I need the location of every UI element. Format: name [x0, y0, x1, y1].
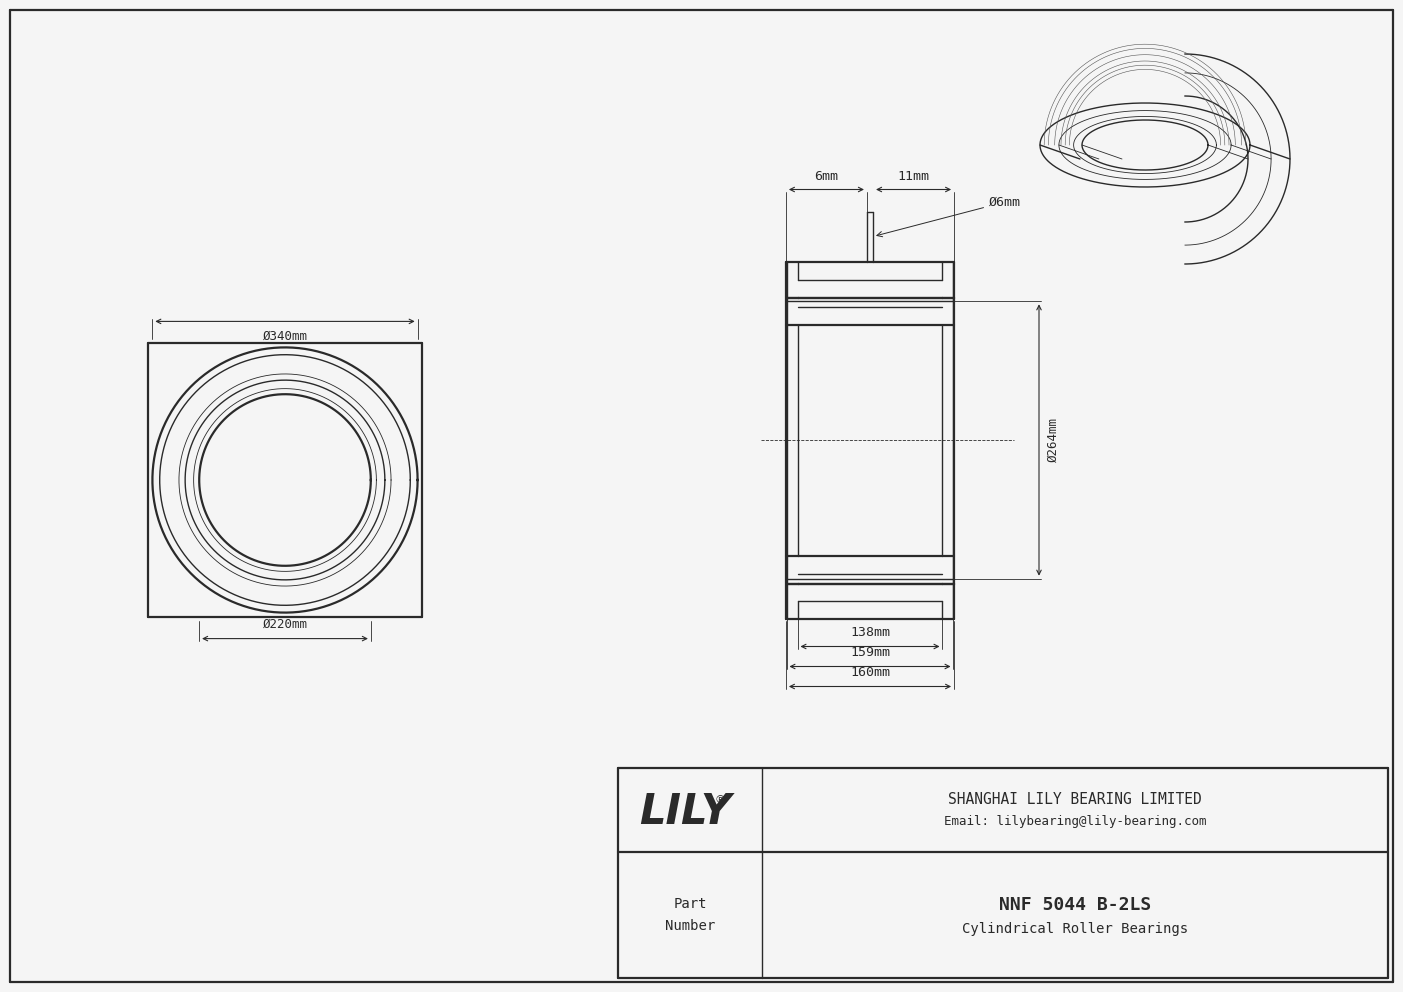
- Text: Part
Number: Part Number: [665, 897, 716, 933]
- Text: Email: lilybearing@lily-bearing.com: Email: lilybearing@lily-bearing.com: [944, 815, 1207, 828]
- Text: NNF 5044 B-2LS: NNF 5044 B-2LS: [999, 896, 1150, 914]
- Text: Ø340mm: Ø340mm: [262, 329, 307, 342]
- Text: Ø264mm: Ø264mm: [1047, 418, 1061, 462]
- Text: LILY: LILY: [638, 791, 731, 833]
- Text: Cylindrical Roller Bearings: Cylindrical Roller Bearings: [962, 922, 1188, 936]
- Text: 6mm: 6mm: [814, 171, 839, 184]
- Text: Ø220mm: Ø220mm: [262, 618, 307, 631]
- Text: 159mm: 159mm: [850, 647, 890, 660]
- Text: ®: ®: [714, 795, 725, 805]
- Text: SHANGHAI LILY BEARING LIMITED: SHANGHAI LILY BEARING LIMITED: [948, 793, 1202, 807]
- Text: 11mm: 11mm: [898, 171, 930, 184]
- Text: Ø6mm: Ø6mm: [877, 195, 1021, 237]
- Text: 138mm: 138mm: [850, 627, 890, 640]
- Text: 160mm: 160mm: [850, 667, 890, 680]
